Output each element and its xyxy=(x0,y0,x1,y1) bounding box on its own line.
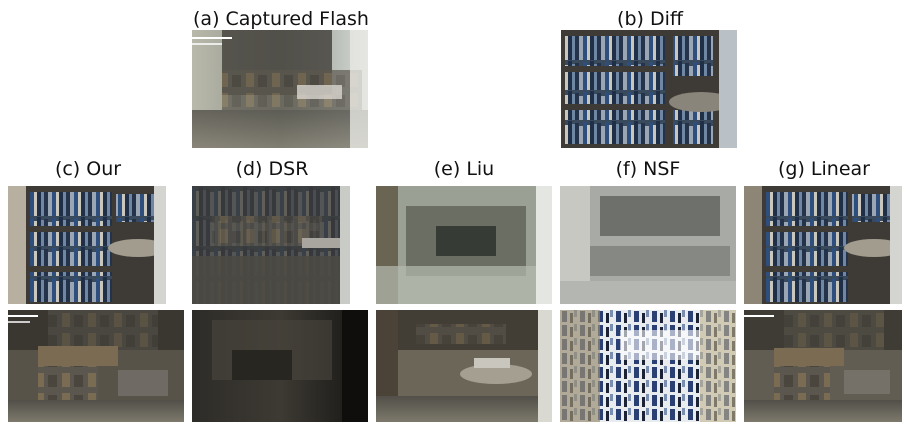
nsf-result-shelf xyxy=(560,186,736,304)
dsr-result-shelf xyxy=(192,186,350,304)
dsr-result-library xyxy=(192,310,368,422)
diff-image xyxy=(561,30,737,148)
caption-liu: (e) Liu xyxy=(433,158,495,180)
caption-linear: (g) Linear xyxy=(778,158,870,180)
linear-result-shelf xyxy=(744,186,902,304)
caption-dsr: (d) DSR xyxy=(235,158,309,180)
liu-result-shelf xyxy=(376,186,552,304)
caption-nsf: (f) NSF xyxy=(615,158,681,180)
our-result-library xyxy=(8,310,184,422)
captured-flash-image xyxy=(192,30,368,148)
linear-result-library xyxy=(744,310,902,422)
liu-result-library xyxy=(376,310,552,422)
our-result-shelf xyxy=(8,186,166,304)
caption-diff: (b) Diff xyxy=(617,8,683,30)
caption-our: (c) Our xyxy=(54,158,122,180)
nsf-result-library xyxy=(560,310,736,422)
caption-captured-flash: (a) Captured Flash xyxy=(193,8,369,30)
